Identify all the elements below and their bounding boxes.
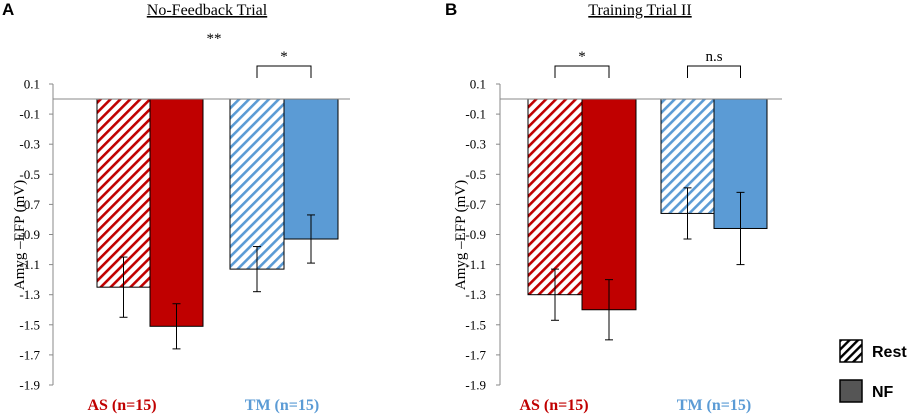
legend-nf-label: NF: [872, 384, 894, 401]
panel-a-significance-bracket: [256, 65, 312, 78]
panel-b-significance-label: *: [578, 49, 586, 65]
panel-a-error-bar-as-rest: [119, 256, 128, 318]
panel-b-bars: [527, 98, 768, 311]
panel-b-error-bar-tm-nf: [736, 191, 745, 266]
panel-a-y-tick-label: -0.9: [19, 227, 40, 242]
panel-b-y-tick-label: -1.9: [465, 378, 486, 393]
panel-b-bar-as-nf: [581, 98, 637, 311]
panel-b-y-ticks: 0.1 -0.1 -0.3 -0.5 -0.7 -0.9 -1.1 -1.3 -1.5 -1.7 -…: [465, 77, 500, 393]
panel-a-bars: [96, 98, 339, 327]
panel-b-y-tick-label: -0.1: [465, 107, 486, 122]
panel-b-category-as: AS (n=15): [519, 397, 588, 414]
panel-b-y-tick-label: 0.1: [470, 77, 486, 92]
panel-a-y-tick-label: -1.1: [19, 257, 40, 272]
panel-a-error-bar-tm-rest: [253, 246, 261, 293]
panel-b-categories: AS (n=15) TM (n=15): [519, 397, 751, 414]
panel-a-y-axis-label: Amyg –EFP (mV): [12, 180, 28, 290]
panel-b-significance-bracket: [554, 65, 610, 78]
legend: Rest NF: [839, 339, 907, 403]
legend-nf-swatch: [839, 379, 863, 403]
panel-a-bar-as-rest: [96, 98, 151, 288]
panel-b-y-tick-label: -1.1: [465, 257, 486, 272]
panel-b-y-axis-label: Amyg –EFP (mV): [453, 180, 469, 290]
panel-a-category-as: AS (n=15): [87, 397, 156, 414]
panel-b-y-tick-label: -0.3: [465, 137, 486, 152]
panel-a-y-ticks: 0.1 -0.1 -0.3 -0.5 -0.7 -0.9 -1.1 -1.3 -1.5 -1.7 -…: [19, 77, 53, 393]
panel-a-y-tick-label: -1.5: [19, 317, 40, 332]
panel-a-y-tick-label: -0.5: [19, 167, 40, 182]
panel-b-category-tm: TM (n=15): [677, 397, 751, 414]
panel-b-significance-label: n.s: [705, 49, 722, 65]
panel-b-error-bar-as-rest: [551, 268, 559, 321]
panel-b-significance-bracket: [687, 65, 741, 78]
panel-a-category-tm: TM (n=15): [245, 397, 319, 414]
panel-b-y-tick-label: -0.9: [465, 227, 486, 242]
panel-b-y-tick-label: -0.7: [465, 197, 486, 212]
panel-b-significance: * n.s: [554, 49, 741, 78]
panel-a-error-bar-as-nf: [172, 303, 181, 350]
panel-b-error-bar-tm-rest: [683, 187, 692, 240]
panel-b-y-tick-label: -1.5: [465, 317, 486, 332]
panel-a-y-tick-label: -1.9: [19, 378, 40, 393]
panel-a-y-tick-label: -1.3: [19, 287, 40, 302]
panel-a-axes: [52, 84, 350, 385]
panel-a-y-tick-label: -0.1: [19, 107, 40, 122]
panel-b-error-bars: [551, 187, 745, 341]
panel-b-y-tick-label: -0.5: [465, 167, 486, 182]
panel-b-axes: [499, 84, 782, 385]
panel-b-y-tick-label: -1.3: [465, 287, 486, 302]
panel-a-y-tick-label: -0.3: [19, 137, 40, 152]
panel-a-error-bars: [119, 214, 315, 350]
panel-b-error-bar-as-nf: [605, 279, 613, 341]
panel-a-significance-label: *: [280, 49, 288, 65]
panel-a-y-tick-label: 0.1: [24, 77, 40, 92]
panel-b-y-tick-label: -1.7: [465, 347, 486, 362]
panel-a-categories: AS (n=15) TM (n=15): [87, 397, 319, 414]
legend-rest-label: Rest: [872, 344, 907, 361]
panel-a: A No-Feedback Trial Amyg –EFP (mV) 0.1 -0…: [2, 0, 350, 414]
panel-a-title: No-Feedback Trial: [147, 2, 268, 19]
panel-b-bar-as-rest: [527, 98, 583, 296]
panel-a-y-tick-label: -0.7: [19, 197, 40, 212]
panel-a-y-tick-label: -1.7: [19, 347, 40, 362]
panel-a-bar-tm-rest: [229, 98, 285, 270]
panel-b-letter: B: [445, 0, 457, 19]
panel-a-error-bar-tm-nf: [307, 214, 315, 264]
panel-b-title: Training Trial II: [588, 2, 691, 19]
panel-a-significance-label: **: [207, 31, 222, 47]
legend-rest-swatch: [839, 339, 863, 363]
panel-a-bar-as-nf: [149, 98, 204, 327]
panel-b: B Training Trial II Amyg –EFP (mV) 0.1 -0…: [445, 0, 782, 414]
panel-a-letter: A: [2, 0, 14, 19]
panel-a-significance: ***: [207, 31, 312, 78]
